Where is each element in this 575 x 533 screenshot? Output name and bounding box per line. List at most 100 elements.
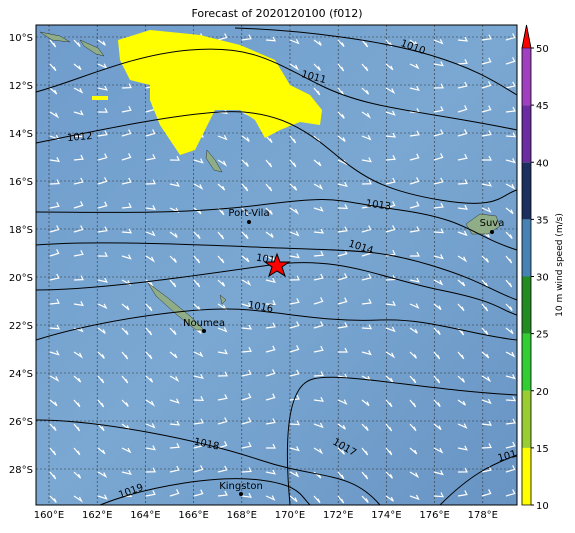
barb: [289, 159, 297, 168]
barb: [409, 399, 417, 408]
barb: [337, 63, 345, 72]
barb: [481, 207, 492, 213]
barb: [481, 34, 492, 41]
barb: [241, 417, 252, 425]
barb: [505, 81, 516, 89]
barb: [409, 177, 420, 185]
barb: [289, 38, 300, 45]
barb: [409, 153, 420, 161]
barb: [265, 469, 276, 475]
barb: [385, 326, 396, 333]
barb: [433, 39, 444, 45]
barb: [337, 181, 348, 188]
barb: [505, 374, 516, 380]
barb: [289, 275, 300, 281]
barb: [385, 177, 396, 185]
barb: [73, 351, 84, 359]
barb: [217, 134, 228, 141]
barb: [409, 277, 420, 283]
barb: [337, 495, 345, 504]
barb: [121, 375, 129, 384]
barb: [73, 110, 84, 116]
barb: [289, 471, 300, 478]
barb: [49, 298, 60, 305]
barb: [49, 87, 58, 95]
barb: [433, 177, 444, 185]
barb: [457, 303, 465, 312]
lat-label: 28°S: [9, 465, 33, 476]
barb: [121, 399, 129, 407]
barb: [361, 471, 369, 480]
barb: [289, 321, 300, 329]
barb: [97, 130, 108, 137]
barb: [73, 471, 82, 479]
barb: [337, 39, 345, 48]
barb: [361, 298, 372, 305]
lat-label: 12°S: [9, 81, 33, 92]
barb: [289, 207, 300, 215]
barb: [193, 231, 201, 240]
barb: [361, 447, 369, 456]
barb: [337, 273, 348, 281]
barb: [49, 39, 57, 48]
barb: [145, 490, 156, 497]
barb: [385, 471, 393, 479]
barb: [457, 351, 465, 360]
barb: [97, 153, 108, 161]
barb: [457, 490, 468, 497]
barb: [241, 279, 252, 287]
barb: [481, 155, 492, 161]
barb: [289, 298, 300, 305]
barb: [121, 177, 132, 185]
barb: [241, 441, 252, 449]
barb: [409, 494, 420, 501]
barb: [97, 277, 108, 283]
barb: [337, 471, 345, 480]
colorbar-tick-label: 10: [536, 501, 549, 512]
barb: [145, 230, 156, 237]
barb: [217, 207, 225, 216]
barb: [121, 228, 132, 234]
barb: [313, 39, 322, 46]
barb: [457, 255, 468, 263]
barb: [505, 465, 516, 473]
barb: [385, 375, 394, 383]
barb: [169, 155, 180, 161]
barb: [169, 231, 178, 238]
barb: [73, 301, 84, 307]
barb: [121, 202, 132, 209]
colorbar-extend: [521, 24, 532, 49]
lon-label: 162°E: [82, 510, 112, 521]
barb: [313, 63, 321, 71]
barb: [457, 105, 468, 113]
barb: [433, 303, 442, 311]
barb: [241, 346, 252, 353]
barb: [313, 273, 324, 281]
colorbar-bin: [522, 219, 531, 277]
barb: [289, 495, 298, 503]
barb: [409, 303, 420, 309]
barb: [241, 207, 249, 216]
barb: [481, 375, 492, 383]
barb: [313, 297, 324, 305]
barb: [193, 351, 204, 358]
barb: [145, 399, 156, 407]
barb: [361, 157, 372, 163]
colorbar-label: 10 m wind speed (m/s): [555, 213, 565, 317]
barb: [121, 327, 129, 336]
barb: [49, 495, 57, 503]
barb: [265, 418, 276, 425]
graticule: [36, 25, 517, 505]
barb: [433, 279, 444, 286]
barb: [73, 275, 84, 281]
barb: [169, 375, 180, 383]
barb: [337, 297, 348, 305]
lat-label: 26°S: [9, 417, 33, 428]
barb: [361, 249, 372, 257]
barb: [97, 39, 106, 46]
barb: [505, 441, 516, 449]
barb: [457, 423, 468, 429]
barb: [169, 489, 180, 497]
barb: [505, 132, 516, 138]
barb: [217, 183, 226, 191]
